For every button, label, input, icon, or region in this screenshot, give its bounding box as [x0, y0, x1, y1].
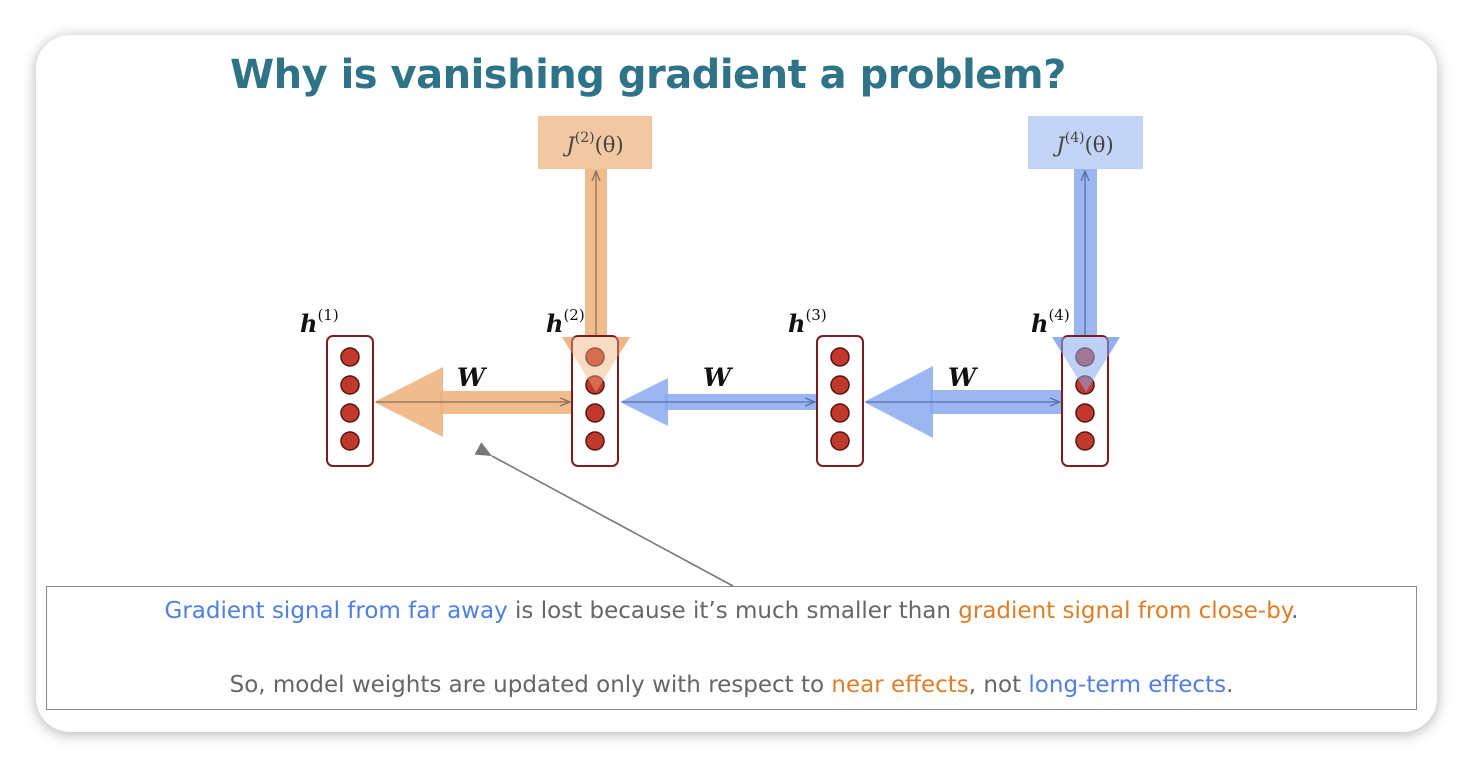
loss-j4-arg: (θ): [1085, 133, 1114, 157]
weight-label-1: W: [457, 363, 488, 392]
callout-pointer-arrow: [474, 442, 734, 587]
gradient-arrow-h3-h2: [620, 378, 817, 426]
h4-symbol: h: [1031, 309, 1048, 338]
loss-j2-arg: (θ): [595, 133, 624, 157]
h1-sup: (1): [317, 306, 338, 324]
caption-box: Gradient signal from far away is lost be…: [46, 586, 1417, 710]
neuron: [1075, 431, 1095, 451]
hidden-state-h1-label: h(1): [300, 306, 339, 338]
neuron: [830, 403, 850, 423]
h2-symbol: h: [546, 309, 563, 338]
loss-label-j4: J(4)(θ): [1052, 130, 1113, 157]
weight-label-2: W: [703, 363, 734, 392]
caption-long-term-effects: long-term effects: [1028, 672, 1227, 698]
caption-line-2: So, model weights are updated only with …: [47, 672, 1416, 698]
loss-box-j2-bg: [538, 116, 652, 169]
orange-tint-overlay: [562, 337, 630, 392]
gradient-arrow-h2-h1: [374, 367, 574, 437]
weight-label-3: W: [948, 363, 979, 392]
hidden-state-h3-label: h(3): [788, 306, 827, 338]
neuron: [830, 375, 850, 395]
loss-j4-sup: (4): [1065, 130, 1085, 146]
caption-line2-middle: , not: [968, 672, 1029, 698]
caption-far-signal: Gradient signal from far away: [164, 598, 508, 624]
loss-label-j2: J(2)(θ): [562, 130, 623, 157]
hidden-state-h1-box: [326, 335, 374, 467]
hidden-state-h1: h(1): [300, 306, 374, 467]
h2-sup: (2): [563, 306, 584, 324]
gradient-arrow-h4-h3: [864, 366, 1062, 438]
hidden-state-h3-box: [816, 335, 864, 467]
caption-near-effects: near effects: [831, 672, 969, 698]
neuron: [340, 431, 360, 451]
loss-box-j4: J(4)(θ): [1028, 116, 1143, 169]
loss-box-j2: J(2)(θ): [538, 116, 652, 169]
neuron: [340, 375, 360, 395]
h1-symbol: h: [300, 309, 317, 338]
neuron: [830, 431, 850, 451]
hidden-state-h3: h(3): [788, 306, 864, 467]
neuron: [1075, 403, 1095, 423]
caption-near-signal: gradient signal from close-by: [958, 598, 1292, 624]
hidden-state-h4-label: h(4): [1031, 306, 1070, 338]
neuron: [340, 347, 360, 367]
caption-line-1: Gradient signal from far away is lost be…: [47, 598, 1416, 624]
h3-symbol: h: [788, 309, 805, 338]
neuron: [585, 431, 605, 451]
neuron: [830, 347, 850, 367]
h3-sup: (3): [805, 306, 826, 324]
loss-j4-symbol: J: [1052, 133, 1066, 157]
hidden-state-h2-label: h(2): [546, 306, 585, 338]
hidden-state-h2-box: [571, 335, 619, 467]
slide-title: Why is vanishing gradient a problem?: [230, 52, 1066, 98]
neuron: [585, 375, 605, 395]
caption-line2-end: .: [1226, 672, 1234, 698]
loss-j2-sup: (2): [575, 130, 595, 146]
caption-line2-start: So, model weights are updated only with …: [229, 672, 832, 698]
neuron: [340, 403, 360, 423]
blue-tint-overlay: [1052, 337, 1120, 392]
neuron: [585, 347, 605, 367]
caption-line1-end: .: [1291, 598, 1299, 624]
hidden-state-h2: h(2): [546, 306, 619, 467]
loss-j2-symbol: J: [562, 133, 576, 157]
loss-box-j4-bg: [1028, 116, 1143, 169]
neuron: [585, 403, 605, 423]
caption-line1-middle: is lost because it’s much smaller than: [507, 598, 959, 624]
h4-sup: (4): [1048, 306, 1069, 324]
